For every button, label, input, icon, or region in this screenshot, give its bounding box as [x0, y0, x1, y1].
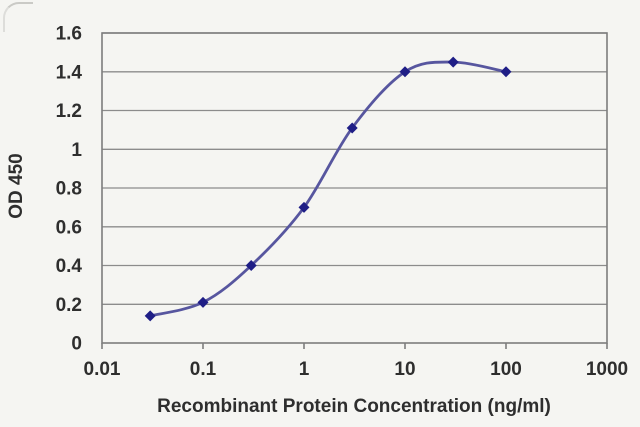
plot-frame	[101, 32, 608, 344]
x-tick-label: 0.1	[190, 359, 217, 380]
series-line	[149, 60, 507, 318]
y-tick-label: 1.6	[56, 24, 82, 45]
y-tick-label: 1.2	[56, 101, 82, 122]
data-point-marker	[298, 201, 310, 213]
axis-ticks-layer	[101, 343, 608, 349]
y-tick-label: 1	[71, 140, 82, 161]
data-point-marker	[245, 260, 257, 271]
gridlines-layer	[102, 32, 607, 305]
data-point-marker	[197, 296, 209, 308]
x-tick-label: 0.01	[84, 359, 121, 380]
photo-corner-artifact	[3, 2, 33, 32]
y-tick-label: 0	[71, 334, 82, 355]
data-point-marker	[144, 310, 156, 322]
x-tick-label: 1	[299, 359, 310, 380]
data-point-marker	[447, 56, 459, 68]
y-tick-label: 0.4	[56, 256, 83, 277]
x-tick-label: 10	[394, 359, 415, 380]
y-axis-title: OD 450	[6, 153, 27, 218]
data-point-marker	[399, 66, 411, 78]
y-tick-label: 0.6	[56, 217, 82, 238]
plot-frame-layer	[101, 32, 608, 344]
data-point-marker	[500, 66, 512, 78]
data-series-layer	[144, 56, 512, 322]
x-tick-label: 1000	[586, 359, 628, 380]
x-axis-title: Recombinant Protein Concentration (ng/ml…	[157, 396, 551, 417]
data-point-marker	[346, 122, 358, 134]
y-tick-label: 1.4	[56, 62, 83, 83]
x-tick-label: 100	[490, 359, 522, 380]
y-tick-label: 0.8	[56, 179, 82, 200]
tick-labels-layer: 0.01 0.1 1 10 100 1000 0 0.2 0.4 0.6 0.8 1 1.2 1.4 1.6	[56, 24, 629, 381]
y-tick-label: 0.2	[56, 295, 82, 316]
